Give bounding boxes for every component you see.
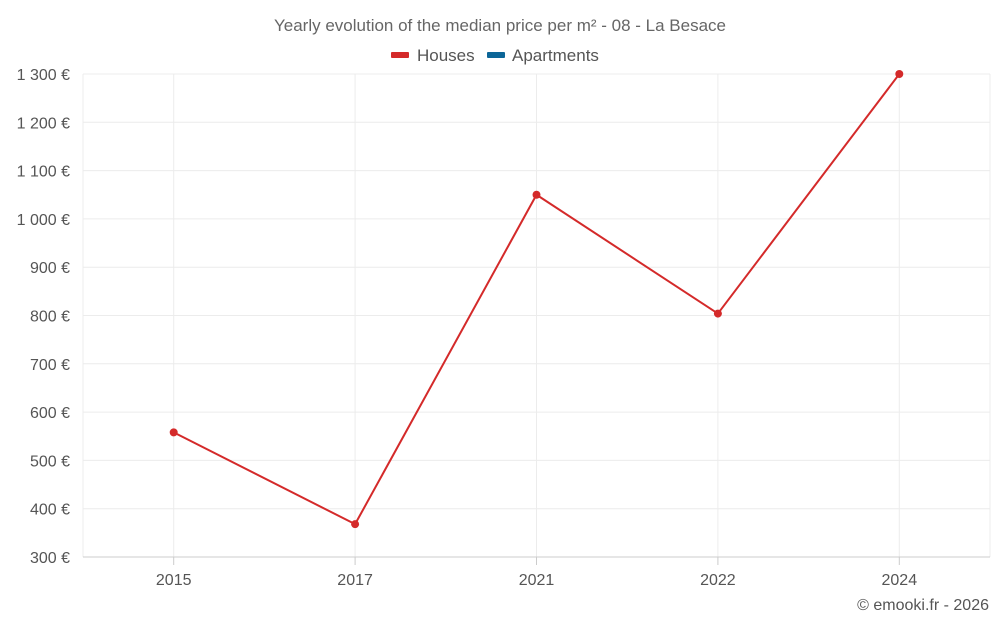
chart-title: Yearly evolution of the median price per… — [274, 16, 726, 35]
data-point-houses[interactable] — [713, 309, 722, 318]
series — [169, 70, 904, 529]
y-tick-label: 300 € — [30, 550, 70, 567]
y-tick-label: 1 000 € — [17, 212, 70, 229]
y-tick-label: 400 € — [30, 502, 70, 519]
data-point-houses[interactable] — [532, 190, 541, 199]
credit-text: © emooki.fr - 2026 — [857, 597, 989, 614]
legend-swatch-houses — [391, 52, 409, 58]
y-tick-label: 800 € — [30, 309, 70, 326]
x-axis: 2015 2017 2021 2022 2024 — [83, 556, 990, 589]
x-tick-label: 2024 — [882, 572, 918, 589]
y-tick-label: 1 200 € — [17, 115, 70, 132]
legend-item-apartments[interactable]: Apartments — [487, 46, 599, 65]
legend-label-houses: Houses — [417, 46, 475, 65]
y-axis: 300 € 400 € 500 € 600 € 700 € 800 € 900 € 1 000… — [17, 67, 70, 567]
x-tick-label: 2015 — [156, 572, 192, 589]
data-point-houses[interactable] — [351, 520, 360, 529]
y-tick-label: 1 100 € — [17, 164, 70, 181]
x-tick-label: 2022 — [700, 572, 736, 589]
x-tick-label: 2021 — [519, 572, 555, 589]
x-tick-label: 2017 — [337, 572, 373, 589]
legend-label-apartments: Apartments — [512, 46, 599, 65]
data-point-houses[interactable] — [895, 70, 904, 78]
legend: Houses Apartments — [391, 46, 599, 65]
y-tick-label: 600 € — [30, 405, 70, 422]
grid — [82, 73, 991, 558]
y-tick-label: 1 300 € — [17, 67, 70, 84]
legend-swatch-apartments — [487, 52, 505, 58]
y-tick-label: 500 € — [30, 453, 70, 470]
data-point-houses[interactable] — [169, 428, 178, 437]
legend-item-houses[interactable]: Houses — [391, 46, 475, 65]
y-tick-label: 700 € — [30, 357, 70, 374]
y-tick-label: 900 € — [30, 260, 70, 277]
